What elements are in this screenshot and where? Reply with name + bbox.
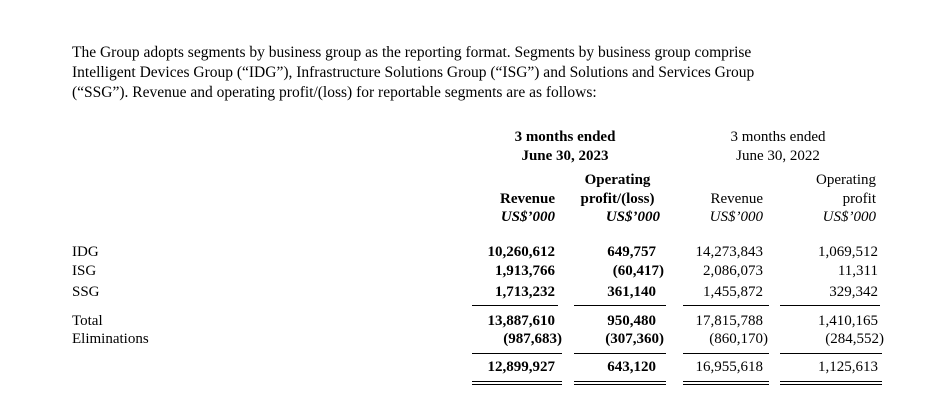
total-op-2023: 950,480 xyxy=(607,313,656,329)
idg-revenue-2022: 14,273,843 xyxy=(695,244,764,260)
grand-total-op-2023: 643,120 xyxy=(607,359,656,375)
ssg-op-2023: 361,140 xyxy=(607,284,656,300)
col-op-2023-header-1: Operating xyxy=(584,172,651,188)
period-2022-line1: 3 months ended xyxy=(730,129,826,145)
col-revenue-2022-unit: US$’000 xyxy=(709,209,763,225)
grand-total-double-rule-1-rev-2023 xyxy=(472,381,562,382)
grand-total-top-rule-rev-2022 xyxy=(683,353,769,354)
grand-total-double-rule-2-op-2022 xyxy=(780,384,882,385)
total-op-2022: 1,410,165 xyxy=(818,313,878,329)
ssg-revenue-2022: 1,455,872 xyxy=(703,284,763,300)
col-op-2023-header-2: profit/(loss) xyxy=(580,191,655,207)
col-op-2022-unit: US$’000 xyxy=(822,209,876,225)
subtotal-rule-op-2022 xyxy=(780,305,880,306)
grand-total-top-rule-rev-2023 xyxy=(472,353,562,354)
eliminations-op-2022: (284,552) xyxy=(825,331,884,347)
isg-revenue-2022: 2,086,073 xyxy=(703,263,763,279)
total-revenue-2022: 17,815,788 xyxy=(695,313,764,329)
grand-total-double-rule-1-rev-2022 xyxy=(683,381,769,382)
grand-total-revenue-2023: 12,899,927 xyxy=(487,359,556,375)
grand-total-double-rule-2-rev-2022 xyxy=(683,384,769,385)
isg-op-2022: 11,311 xyxy=(837,263,878,279)
grand-total-double-rule-2-rev-2023 xyxy=(472,384,562,385)
grand-total-op-2022: 1,125,613 xyxy=(818,359,878,375)
eliminations-op-2023: (307,360) xyxy=(605,331,664,347)
subtotal-rule-op-2023 xyxy=(574,305,666,306)
row-label-isg: ISG xyxy=(72,263,97,279)
eliminations-revenue-2023: (987,683) xyxy=(503,331,562,347)
grand-total-top-rule-op-2022 xyxy=(780,353,882,354)
grand-total-double-rule-1-op-2022 xyxy=(780,381,882,382)
row-label-idg: IDG xyxy=(72,244,99,260)
grand-total-revenue-2022: 16,955,618 xyxy=(695,359,764,375)
idg-op-2023: 649,757 xyxy=(607,244,656,260)
ssg-op-2022: 329,342 xyxy=(829,284,878,300)
intro-line-1: The Group adopts segments by business gr… xyxy=(72,44,752,61)
intro-line-3: (“SSG”). Revenue and operating profit/(l… xyxy=(72,84,597,101)
col-op-2022-header-2: profit xyxy=(842,191,876,207)
total-revenue-2023: 13,887,610 xyxy=(487,313,556,329)
col-op-2023-unit: US$’000 xyxy=(605,209,660,225)
grand-total-double-rule-2-op-2023 xyxy=(574,384,666,385)
subtotal-rule-rev-2023 xyxy=(472,305,558,306)
row-label-eliminations: Eliminations xyxy=(72,331,149,347)
col-revenue-2023-header: Revenue xyxy=(500,191,555,207)
subtotal-rule-rev-2022 xyxy=(683,305,769,306)
idg-op-2022: 1,069,512 xyxy=(818,244,878,260)
isg-op-2023: (60,417) xyxy=(612,263,664,279)
row-label-ssg: SSG xyxy=(72,284,100,300)
col-revenue-2022-header: Revenue xyxy=(710,191,763,207)
eliminations-revenue-2022: (860,170) xyxy=(709,331,768,347)
isg-revenue-2023: 1,913,766 xyxy=(495,263,555,279)
period-2023-line1: 3 months ended xyxy=(514,129,616,145)
col-revenue-2023-unit: US$’000 xyxy=(500,209,555,225)
intro-paragraph: The Group adopts segments by business gr… xyxy=(72,43,902,103)
col-op-2022-header-1: Operating xyxy=(816,172,876,188)
grand-total-double-rule-1-op-2023 xyxy=(574,381,666,382)
grand-total-top-rule-op-2023 xyxy=(574,353,666,354)
ssg-revenue-2023: 1,713,232 xyxy=(495,284,555,300)
idg-revenue-2023: 10,260,612 xyxy=(487,244,556,260)
intro-line-2: Intelligent Devices Group (“IDG”), Infra… xyxy=(72,64,755,81)
row-label-total: Total xyxy=(72,313,103,329)
period-2022-line2: June 30, 2022 xyxy=(736,148,820,164)
period-2023-line2: June 30, 2023 xyxy=(521,148,609,164)
